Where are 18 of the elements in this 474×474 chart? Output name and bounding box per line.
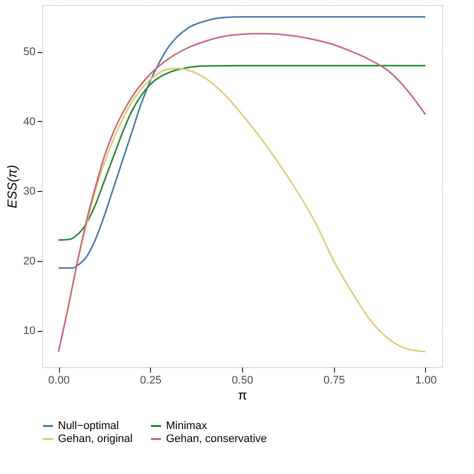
legend-label: Minimax — [166, 420, 208, 432]
y-tick-label: 10 — [23, 325, 36, 338]
x-tick-label: 0.25 — [140, 374, 162, 386]
y-tick-label: 30 — [23, 186, 36, 198]
x-tick-label: 1.00 — [415, 374, 437, 386]
line-series — [58, 64, 426, 241]
legend-label: Gehan, conservative — [166, 433, 267, 445]
line-series — [58, 16, 426, 269]
y-axis-title: ESS(π) — [4, 164, 20, 208]
x-tick-label: 0.50 — [232, 374, 254, 386]
y-tick-label: 50 — [23, 46, 36, 58]
x-axis-title: π — [238, 388, 248, 402]
y-tick-label: 40 — [23, 116, 36, 128]
legend-label: Null−optimal — [58, 420, 119, 432]
legend-label: Gehan, original — [58, 433, 133, 445]
x-tick-label: 0.00 — [48, 374, 70, 386]
y-tick-label: 20 — [23, 255, 36, 268]
x-tick-label: 0.75 — [324, 374, 345, 386]
